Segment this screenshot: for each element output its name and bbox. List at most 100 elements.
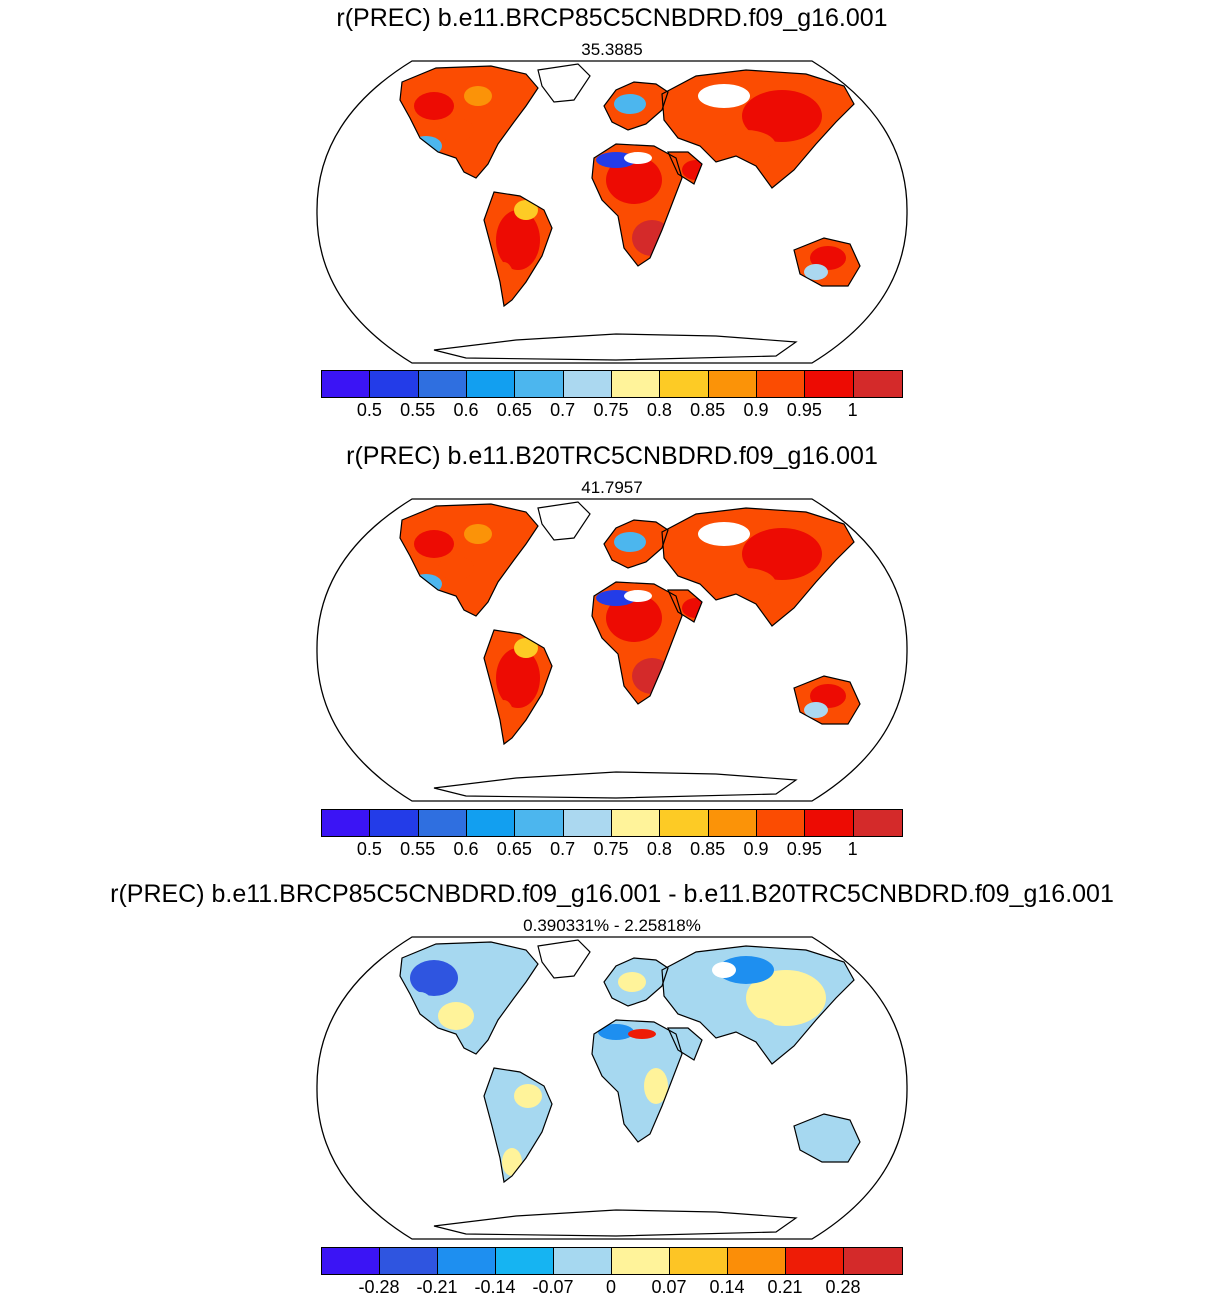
field-patch <box>742 528 822 580</box>
field-patch <box>718 956 774 984</box>
panel-2-subtitle: 41.7957 <box>581 478 643 497</box>
field-patch <box>810 684 846 708</box>
colorbar-swatch <box>670 1248 728 1274</box>
field-patch <box>698 522 750 546</box>
panel-1-colorbar-labels: 0.5 0.55 0.6 0.65 0.7 0.75 0.8 0.85 0.9 0.95 1 <box>321 400 903 422</box>
coastline-europe <box>603 957 669 1007</box>
field-patch <box>682 160 710 180</box>
coastline-greenland <box>537 939 591 979</box>
field-patch <box>632 658 672 694</box>
field-patch <box>606 156 662 204</box>
colorbar-tick-label: 0.55 <box>400 839 436 859</box>
field-patch <box>514 1084 542 1108</box>
field-patch <box>614 94 646 114</box>
colorbar-tick-label: 0.07 <box>651 1277 687 1297</box>
coastline-australia <box>793 237 861 287</box>
colorbar-tick-label: 0.9 <box>743 839 769 859</box>
field-patch <box>464 524 492 544</box>
colorbar-tick-label: 0.9 <box>743 400 769 420</box>
field-patch <box>406 992 434 1024</box>
coastline-europe <box>603 519 669 569</box>
field-patch <box>606 594 662 642</box>
colorbar-swatch <box>708 371 757 397</box>
colorbar-tick-label: 0.75 <box>593 400 629 420</box>
colorbar-tick-label: -0.07 <box>532 1277 574 1297</box>
panel-2-world-map <box>316 498 908 802</box>
field-patch <box>804 702 828 718</box>
colorbar-tick-label: 0.65 <box>496 400 532 420</box>
coastline-greenland <box>537 63 591 103</box>
colorbar-tick-label: -0.28 <box>358 1277 400 1297</box>
coastline-europe <box>603 81 669 131</box>
panel-1-world-map <box>316 60 908 364</box>
field-patch <box>496 648 540 708</box>
colorbar-swatch <box>466 810 516 836</box>
field-patch <box>698 84 750 108</box>
coastline-greenland <box>537 501 591 541</box>
field-patch <box>716 568 776 600</box>
colorbar-swatch <box>805 810 854 836</box>
coastline-samerica <box>483 191 553 308</box>
field-patch <box>628 1029 656 1039</box>
panel-3-colorbar <box>321 1247 903 1275</box>
coastline-australia <box>793 675 861 725</box>
colorbar-tick-label: 0.21 <box>767 1277 803 1297</box>
field-patch <box>502 1148 522 1176</box>
field-patch <box>464 86 492 106</box>
colorbar-tick-label: 0.7 <box>550 839 576 859</box>
colorbar-tick-label: -0.21 <box>416 1277 458 1297</box>
colorbar-swatch <box>438 1248 496 1274</box>
colorbar-tick-label: 0.14 <box>709 1277 745 1297</box>
colorbar-swatch <box>418 810 467 836</box>
colorbar-swatch <box>844 1248 902 1274</box>
colorbar-swatch <box>515 810 564 836</box>
field-patch <box>810 246 846 270</box>
colorbar-tick-label: 0.55 <box>400 400 436 420</box>
coastline-arabia <box>667 1027 703 1061</box>
field-patch <box>410 960 458 996</box>
colorbar-swatch <box>563 371 612 397</box>
colorbar-swatch <box>853 810 902 836</box>
field-patch <box>614 532 646 552</box>
field-patch <box>682 598 710 618</box>
field-patch <box>494 262 514 298</box>
land-field <box>400 504 860 744</box>
field-patch <box>624 590 652 602</box>
colorbar-tick-label: 0.65 <box>496 839 532 859</box>
field-patch <box>804 1122 848 1154</box>
coastline-arabia <box>667 589 703 623</box>
land-field <box>400 66 860 306</box>
colorbar-swatch <box>660 371 709 397</box>
field-patch <box>624 152 652 164</box>
panel-1-colorbar <box>321 370 903 398</box>
colorbar-swatch <box>380 1248 438 1274</box>
coastline-africa <box>591 143 683 267</box>
colorbar-swatch <box>805 371 854 397</box>
colorbar-swatch <box>853 371 902 397</box>
panel-2-title: r(PREC) b.e11.B20TRC5CNBDRD.f09_g16.001 <box>346 442 878 470</box>
map-frame <box>316 60 908 364</box>
coastline-namerica <box>399 941 539 1055</box>
field-patch <box>438 556 474 580</box>
colorbar-swatch <box>708 810 757 836</box>
colorbar-tick-label: 1 <box>847 839 858 859</box>
panel-1-subtitle: 35.3885 <box>581 40 643 59</box>
colorbar-swatch <box>370 371 419 397</box>
field-patch <box>494 700 514 736</box>
coastline-antarctica <box>433 771 798 799</box>
colorbar-swatch <box>756 371 806 397</box>
colorbar-swatch <box>756 810 806 836</box>
coastline-antarctica <box>433 1209 798 1237</box>
field-patch <box>438 1002 474 1030</box>
coastline-namerica <box>399 503 539 617</box>
colorbar-tick-label: 0.75 <box>593 839 629 859</box>
field-patch <box>438 118 474 142</box>
colorbar-swatch <box>786 1248 844 1274</box>
field-patch <box>712 962 736 978</box>
map-frame <box>316 936 908 1240</box>
field-patch <box>410 574 442 594</box>
colorbar-swatch <box>660 810 709 836</box>
colorbar-swatch <box>466 371 516 397</box>
coastline-arabia <box>667 151 703 185</box>
coastline-samerica <box>483 629 553 746</box>
